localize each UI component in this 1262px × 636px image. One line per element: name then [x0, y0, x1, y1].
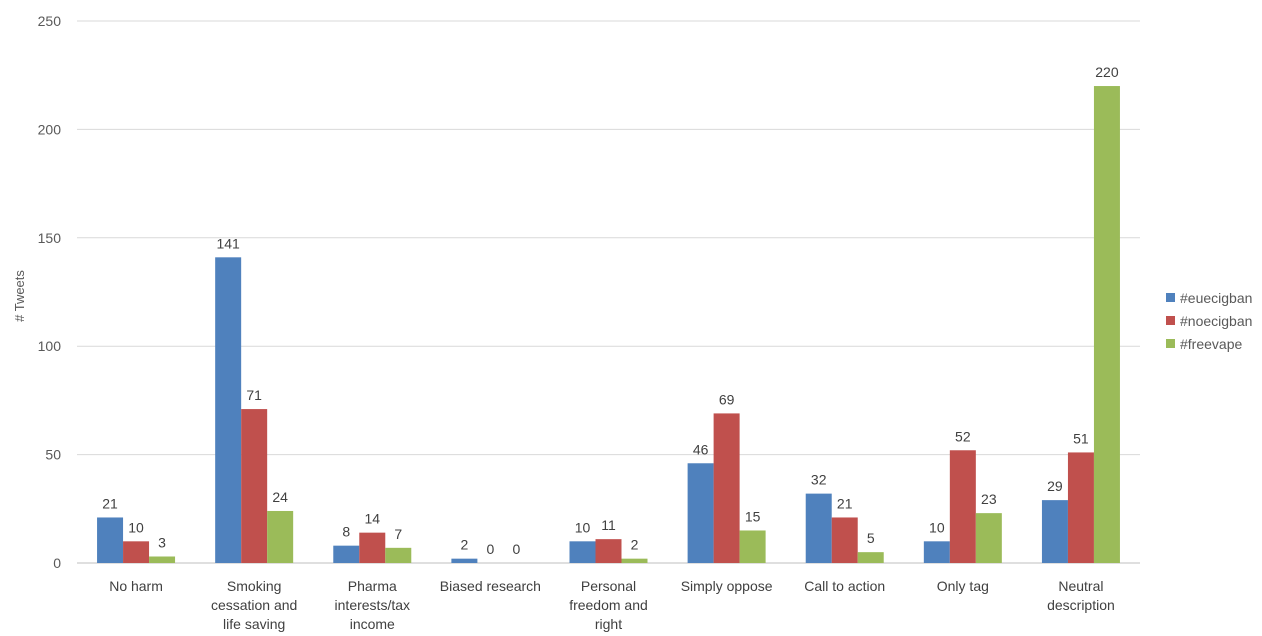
x-category-label-line: Call to action [804, 578, 885, 594]
bar [975, 513, 1002, 563]
x-category-label-line: Biased research [440, 578, 541, 594]
bar [687, 463, 714, 563]
data-label: 10 [575, 519, 591, 535]
data-label: 5 [867, 530, 875, 546]
bar [621, 558, 648, 563]
data-label: 32 [811, 472, 827, 488]
bar [595, 539, 622, 563]
bar [805, 493, 832, 563]
legend-item: #noecigban [1166, 309, 1252, 332]
bar [713, 413, 740, 563]
bar [949, 450, 976, 563]
bar [739, 530, 766, 563]
bar [831, 517, 858, 563]
x-category-label: No harm [109, 578, 163, 594]
data-label: 2 [631, 537, 639, 553]
data-label: 0 [512, 541, 520, 557]
x-category-label-line: Only tag [937, 578, 989, 594]
x-category-label-line: Neutral [1058, 578, 1103, 594]
bars [97, 86, 1120, 563]
legend-swatch [1166, 293, 1175, 302]
legend-label: #noecigban [1180, 312, 1253, 329]
x-category-label-line: No harm [109, 578, 163, 594]
y-axis-label: # Tweets [12, 270, 27, 322]
x-category-label-line: Simply oppose [681, 578, 773, 594]
data-label: 46 [693, 441, 709, 457]
x-category-label-line: cessation and [211, 597, 297, 613]
x-category-label-line: income [350, 616, 395, 632]
bar [333, 545, 360, 563]
data-label: 0 [486, 541, 494, 557]
data-label: 71 [246, 387, 262, 403]
x-category-label: Biased research [440, 578, 541, 594]
bar [569, 541, 596, 563]
legend-swatch [1166, 339, 1175, 348]
data-label: 15 [745, 508, 761, 524]
x-category-label: Personal freedom and right [569, 578, 648, 632]
data-label: 23 [981, 491, 997, 507]
x-axis-categories: No harm Smoking cessation and life saving Ph… [109, 578, 1115, 632]
data-label: 14 [364, 511, 380, 527]
x-category-label: Call to action [804, 578, 885, 594]
x-category-label: Smoking cessation and life saving [211, 578, 297, 632]
bar [149, 556, 176, 563]
x-category-label-line: right [595, 616, 622, 632]
bar [451, 558, 478, 563]
bar [385, 547, 412, 563]
data-label: 10 [128, 519, 144, 535]
data-label: 220 [1095, 64, 1119, 80]
x-category-label: Simply oppose [681, 578, 773, 594]
x-category-label-line: Smoking [227, 578, 281, 594]
x-category-label: Pharma interests/tax income [335, 578, 410, 632]
x-category-label-line: Pharma [348, 578, 397, 594]
legend-label: #freevape [1180, 335, 1243, 352]
data-label: 8 [342, 524, 350, 540]
bar [923, 541, 950, 563]
bar [1093, 86, 1120, 563]
data-label: 2 [460, 537, 468, 553]
legend-item: #freevape [1166, 332, 1252, 355]
bar [267, 510, 294, 563]
data-label: 24 [272, 489, 288, 505]
y-tick-label: 250 [38, 13, 62, 29]
bar [1067, 452, 1094, 563]
y-tick-label: 150 [38, 230, 62, 246]
x-category-label: Neutral description [1047, 578, 1115, 613]
bar [215, 257, 242, 563]
x-category-label: Only tag [937, 578, 989, 594]
y-tick-label: 50 [45, 447, 61, 463]
x-category-label-line: interests/tax [335, 597, 410, 613]
x-category-label-line: Personal [581, 578, 636, 594]
data-labels: 21 10 3 141 71 24 8 14 7 2 0 0 10 11 2 46 69 15 32 21 5 10 52 2… [102, 64, 1119, 557]
x-category-label-line: description [1047, 597, 1115, 613]
x-category-label-line: life saving [223, 616, 285, 632]
bar [359, 532, 386, 563]
legend: #euecigban #noecigban #freevape [1166, 286, 1252, 355]
data-label: 51 [1073, 430, 1089, 446]
bar [1041, 500, 1068, 563]
legend-item: #euecigban [1166, 286, 1252, 309]
data-label: 21 [102, 495, 118, 511]
data-label: 141 [216, 235, 240, 251]
y-axis-ticks: 0 50 100 150 200 250 [38, 13, 62, 571]
data-label: 29 [1047, 478, 1063, 494]
legend-swatch [1166, 316, 1175, 325]
data-label: 11 [601, 517, 616, 533]
x-category-label-line: freedom and [569, 597, 648, 613]
bar [123, 541, 150, 563]
y-tick-label: 0 [53, 555, 61, 571]
data-label: 10 [929, 519, 945, 535]
bar [857, 552, 884, 563]
data-label: 52 [955, 428, 971, 444]
data-label: 69 [719, 391, 735, 407]
bar [97, 517, 124, 563]
data-label: 21 [837, 495, 853, 511]
bar [241, 409, 268, 563]
data-label: 7 [394, 526, 402, 542]
data-label: 3 [158, 534, 166, 550]
y-tick-label: 200 [38, 121, 62, 137]
y-tick-label: 100 [38, 338, 62, 354]
legend-label: #euecigban [1180, 289, 1253, 306]
